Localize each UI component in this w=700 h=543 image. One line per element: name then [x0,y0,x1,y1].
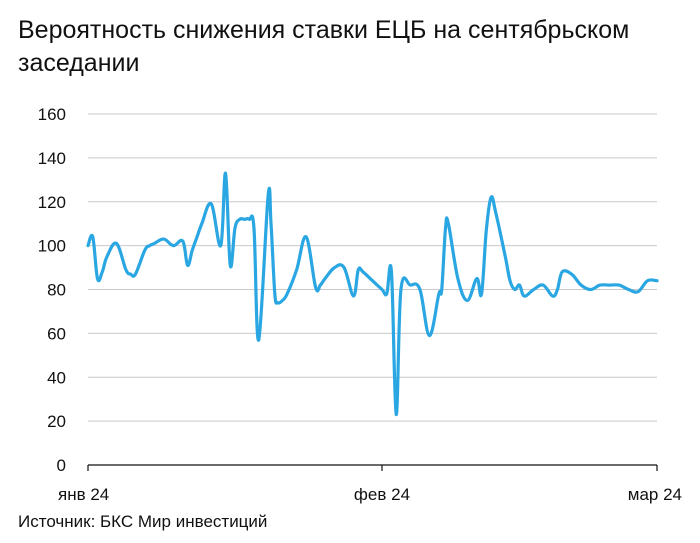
grid-lines [88,113,657,422]
y-tick-label: 100 [38,237,66,256]
y-tick-label: 120 [38,193,66,212]
y-tick-label: 60 [47,324,66,343]
series-line [86,171,659,417]
x-tick-label: фев 24 [354,485,410,504]
y-tick-label: 40 [47,368,66,387]
y-tick-label: 20 [47,412,66,431]
chart-area: 0 20 40 60 80 100 120 140 160 янв 24 фев 24 мар 24 [38,105,682,504]
x-tick-label: мар 24 [628,485,682,504]
y-tick-label: 0 [57,456,66,475]
x-axis-ticks: янв 24 фев 24 мар 24 [58,465,682,504]
y-tick-label: 160 [38,105,66,124]
x-tick-label: янв 24 [58,485,109,504]
y-axis-ticks: 0 20 40 60 80 100 120 140 160 [38,105,66,475]
y-tick-label: 80 [47,281,66,300]
source-note: Источник: БКС Мир инвестиций [18,512,268,531]
y-tick-label: 140 [38,149,66,168]
chart-title: Вероятность снижения ставки ЕЦБ на сентя… [18,16,630,77]
